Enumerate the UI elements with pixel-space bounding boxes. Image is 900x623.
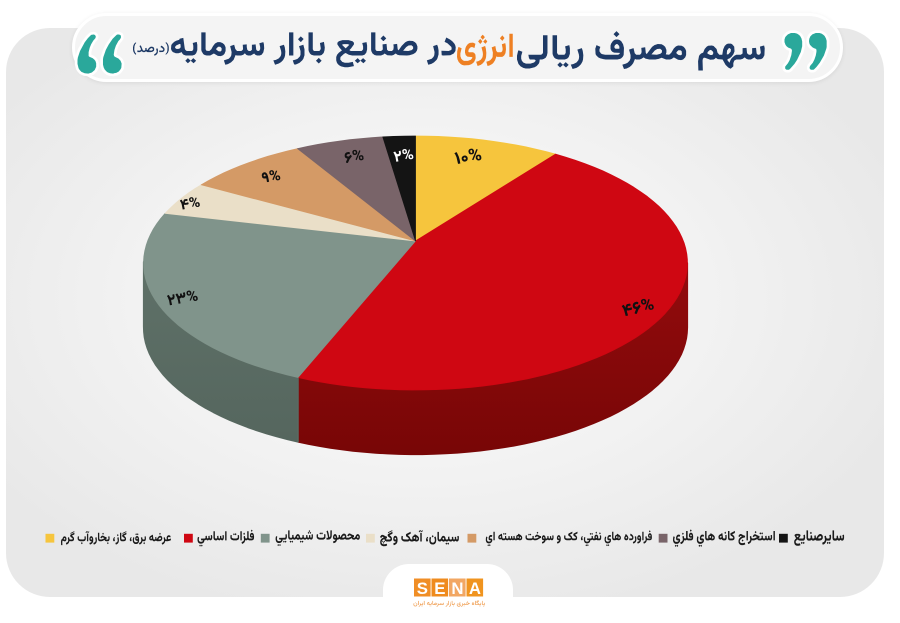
svg-text:E: E xyxy=(434,579,445,598)
svg-text:S: S xyxy=(417,579,428,598)
svg-text:A: A xyxy=(469,579,481,598)
svg-text:N: N xyxy=(451,579,463,598)
